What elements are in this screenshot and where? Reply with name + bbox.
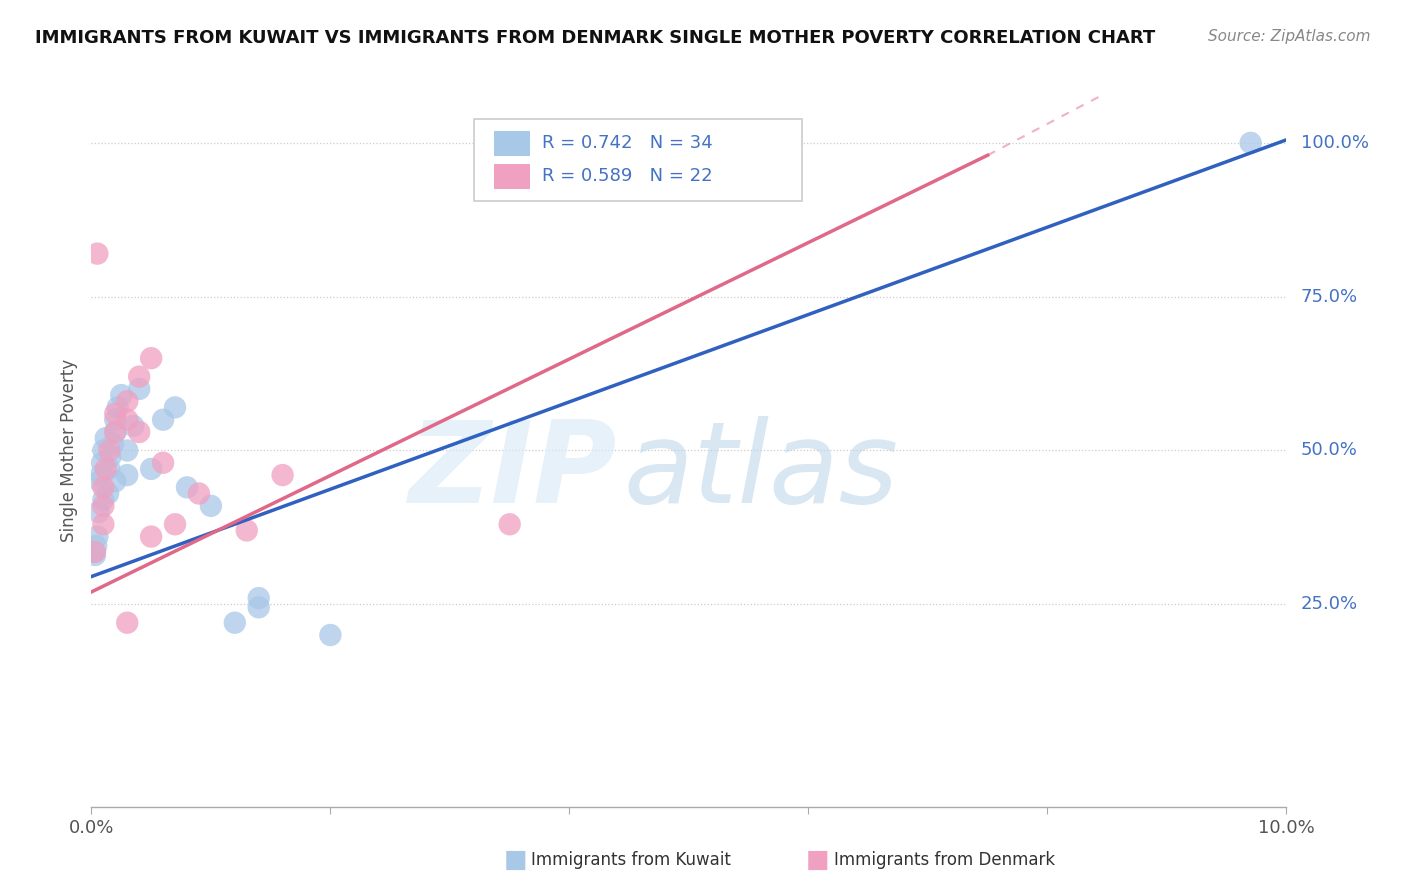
Point: [163, 517, 186, 532]
Text: 75.0%: 75.0%: [1301, 287, 1358, 306]
Point: [93, 517, 115, 532]
Point: [93, 443, 115, 458]
Point: [115, 615, 138, 630]
Point: [163, 401, 186, 415]
Point: [104, 413, 127, 427]
Text: ZIP: ZIP: [409, 417, 617, 527]
Point: [224, 615, 246, 630]
Point: [128, 425, 150, 439]
Point: [98, 462, 121, 476]
Text: Immigrants from Kuwait: Immigrants from Kuwait: [531, 851, 731, 869]
Point: [86, 246, 108, 260]
Point: [94, 431, 117, 445]
Point: [87, 505, 110, 519]
Point: [94, 462, 117, 476]
Point: [122, 418, 145, 433]
Point: [84, 548, 107, 562]
Point: [83, 545, 105, 559]
Point: [104, 474, 127, 488]
Point: [84, 545, 107, 559]
Point: [93, 492, 115, 507]
Point: [86, 530, 108, 544]
Point: [100, 450, 122, 464]
Text: ■: ■: [503, 848, 527, 871]
Text: atlas: atlas: [623, 417, 898, 527]
Point: [107, 401, 129, 415]
Text: R = 0.742   N = 34: R = 0.742 N = 34: [541, 134, 713, 152]
Point: [141, 462, 163, 476]
Point: [141, 351, 163, 366]
Point: [235, 524, 259, 538]
Point: [115, 468, 138, 483]
Point: [93, 480, 115, 494]
Text: R = 0.589   N = 22: R = 0.589 N = 22: [541, 167, 713, 185]
Point: [200, 499, 222, 513]
Point: [247, 591, 270, 606]
Text: ■: ■: [806, 848, 830, 871]
Point: [115, 443, 138, 458]
Point: [319, 628, 342, 642]
Point: [91, 456, 114, 470]
Point: [104, 425, 127, 439]
Point: [176, 480, 198, 494]
Point: [499, 517, 522, 532]
Text: Immigrants from Denmark: Immigrants from Denmark: [834, 851, 1054, 869]
Text: Source: ZipAtlas.com: Source: ZipAtlas.com: [1208, 29, 1371, 45]
Point: [128, 382, 150, 396]
Point: [247, 600, 270, 615]
Point: [89, 474, 111, 488]
Text: IMMIGRANTS FROM KUWAIT VS IMMIGRANTS FROM DENMARK SINGLE MOTHER POVERTY CORRELAT: IMMIGRANTS FROM KUWAIT VS IMMIGRANTS FRO…: [35, 29, 1156, 47]
Point: [104, 425, 127, 439]
Point: [188, 486, 211, 500]
Text: 25.0%: 25.0%: [1301, 595, 1358, 614]
Point: [104, 407, 127, 421]
Point: [93, 499, 115, 513]
Point: [110, 388, 132, 402]
Point: [90, 468, 112, 483]
Point: [97, 486, 120, 500]
Point: [152, 413, 174, 427]
Point: [128, 369, 150, 384]
Text: 100.0%: 100.0%: [1301, 134, 1369, 152]
Point: [1240, 136, 1263, 150]
FancyBboxPatch shape: [474, 119, 803, 201]
Bar: [494, 131, 530, 156]
Point: [141, 530, 163, 544]
Point: [98, 443, 121, 458]
Point: [115, 394, 138, 409]
Point: [152, 456, 174, 470]
Point: [84, 539, 107, 553]
Bar: [494, 163, 530, 188]
Point: [101, 437, 124, 451]
Point: [115, 413, 138, 427]
Y-axis label: Single Mother Poverty: Single Mother Poverty: [59, 359, 77, 542]
Point: [271, 468, 294, 483]
Text: 50.0%: 50.0%: [1301, 442, 1358, 459]
